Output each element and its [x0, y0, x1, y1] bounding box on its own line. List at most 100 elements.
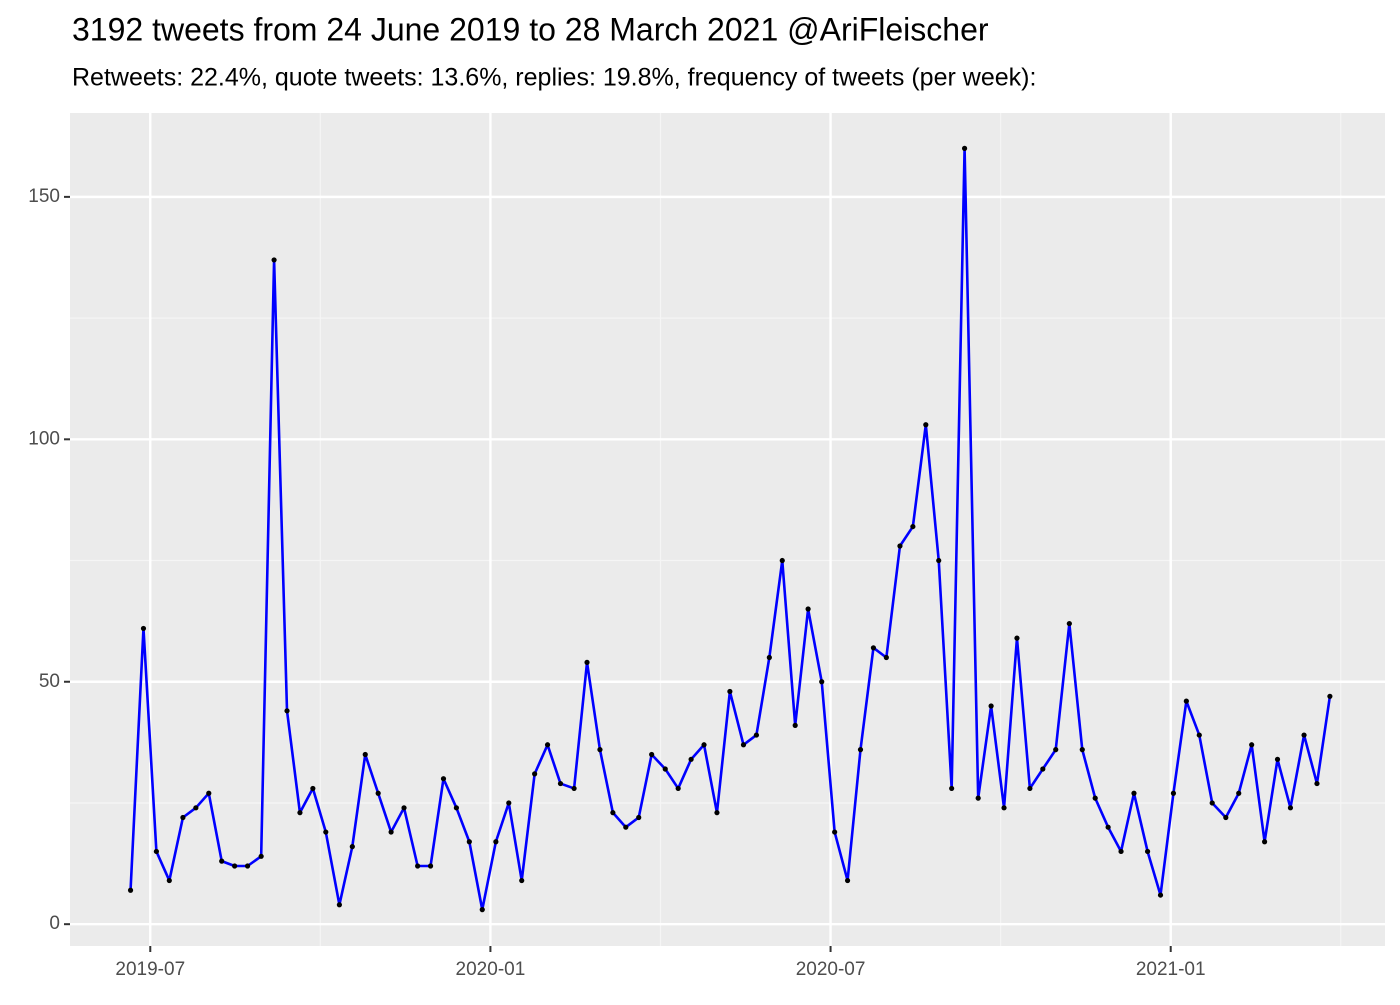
data-point [1092, 795, 1098, 801]
data-point [1301, 732, 1307, 738]
data-point [805, 606, 811, 612]
x-tick-label: 2020-07 [796, 959, 866, 980]
data-point [271, 257, 277, 263]
x-tick-label: 2021-01 [1136, 959, 1206, 980]
data-point [1261, 839, 1268, 845]
data-point [610, 810, 616, 816]
data-point [323, 829, 329, 835]
data-point [219, 858, 225, 864]
data-point [623, 824, 629, 830]
data-point [557, 780, 564, 787]
data-point [961, 145, 968, 151]
y-tick-label: 0 [49, 913, 60, 934]
chart-title: 3192 tweets from 24 June 2019 to 28 Marc… [72, 11, 989, 47]
data-point [232, 863, 238, 869]
data-point [688, 756, 694, 762]
data-point [466, 839, 472, 845]
data-point [766, 654, 772, 661]
data-point [544, 742, 551, 748]
data-point [297, 810, 303, 816]
data-point [870, 645, 877, 651]
data-point [819, 679, 825, 685]
data-point [910, 523, 916, 530]
data-point [415, 863, 421, 869]
data-point [844, 877, 851, 884]
data-point [1274, 756, 1281, 762]
data-point [584, 659, 590, 665]
data-point [362, 751, 368, 758]
data-point [1157, 892, 1164, 898]
data-point [1249, 742, 1255, 748]
data-point [284, 708, 290, 714]
data-point [519, 877, 525, 884]
data-point [166, 877, 172, 884]
data-point [636, 814, 642, 821]
data-point [1170, 790, 1177, 796]
data-point [897, 543, 903, 549]
data-point [310, 785, 316, 792]
data-point [727, 688, 733, 695]
data-point [401, 805, 407, 811]
data-point [1196, 732, 1202, 738]
data-point [779, 557, 785, 564]
data-point [1327, 693, 1333, 699]
data-point [244, 863, 251, 869]
data-point [923, 422, 929, 428]
data-point [701, 742, 707, 748]
y-tick-label: 50 [39, 671, 60, 692]
data-point [936, 557, 942, 564]
data-point [675, 785, 681, 792]
data-point [1236, 790, 1242, 796]
data-point [949, 785, 955, 792]
data-point [1118, 848, 1124, 855]
data-point [1209, 800, 1215, 806]
data-point [375, 790, 381, 796]
y-tick-label: 100 [28, 428, 60, 449]
data-point [1027, 785, 1033, 792]
data-point [1105, 824, 1111, 830]
data-point [649, 751, 655, 758]
data-point [206, 790, 212, 796]
data-point [571, 785, 577, 792]
data-point [140, 625, 147, 632]
data-point [1014, 635, 1020, 641]
data-point [1183, 698, 1189, 704]
data-point [427, 863, 434, 869]
data-point [740, 742, 747, 748]
data-point [388, 829, 394, 835]
data-point [1079, 747, 1085, 753]
data-point [753, 732, 760, 738]
data-point [1287, 805, 1294, 811]
data-point [180, 814, 186, 821]
data-point [1131, 790, 1137, 796]
data-point [792, 722, 798, 728]
data-point [193, 805, 199, 811]
data-point [988, 703, 994, 709]
y-tick-label: 150 [28, 186, 60, 207]
data-point [349, 844, 355, 850]
x-tick-label: 2019-07 [115, 959, 185, 980]
data-point [532, 771, 538, 777]
data-point [1053, 747, 1059, 753]
data-point [1040, 766, 1046, 772]
data-point [336, 902, 342, 908]
x-tick-label: 2020-01 [456, 959, 526, 980]
data-point [258, 853, 264, 859]
data-point [1066, 620, 1072, 627]
data-point [493, 839, 499, 845]
data-point [453, 805, 460, 811]
data-point [714, 810, 720, 816]
data-point [1001, 805, 1007, 811]
data-point [975, 795, 981, 801]
data-point [857, 747, 864, 753]
data-point [440, 776, 447, 782]
data-point [883, 654, 889, 661]
data-point [1144, 848, 1151, 855]
data-point [127, 887, 134, 893]
data-point [597, 747, 603, 753]
data-point [506, 800, 512, 806]
data-point [662, 766, 668, 772]
data-point [1223, 814, 1229, 821]
